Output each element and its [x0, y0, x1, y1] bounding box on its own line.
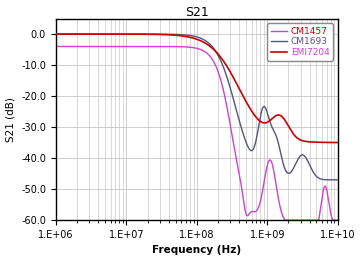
X-axis label: Frequency (Hz): Frequency (Hz) — [152, 245, 241, 256]
CM1693 — [330, 178, 334, 181]
CM1693 — [335, 178, 340, 181]
CM1693 — [174, 33, 178, 36]
CM1693 — [54, 33, 58, 36]
Legend: CM1457, CM1693, EMI7204: CM1457, CM1693, EMI7204 — [268, 23, 333, 61]
EMI7204 — [335, 141, 340, 144]
Line: EMI7204: EMI7204 — [56, 34, 338, 143]
Line: CM1693: CM1693 — [56, 34, 338, 180]
EMI7204 — [330, 141, 334, 144]
CM1457 — [162, 45, 166, 48]
CM1693 — [86, 33, 90, 36]
CM1693 — [103, 33, 107, 36]
EMI7204 — [174, 34, 178, 37]
CM1457 — [103, 45, 107, 48]
CM1457 — [335, 219, 340, 222]
CM1457 — [54, 45, 58, 48]
CM1457 — [300, 219, 304, 222]
CM1457 — [174, 45, 178, 48]
EMI7204 — [54, 33, 58, 36]
CM1457 — [283, 219, 287, 222]
EMI7204 — [162, 33, 166, 36]
Line: CM1457: CM1457 — [56, 46, 338, 220]
CM1693 — [300, 153, 304, 157]
Y-axis label: S21 (dB): S21 (dB) — [5, 97, 16, 142]
EMI7204 — [300, 139, 304, 142]
EMI7204 — [86, 33, 90, 36]
CM1693 — [162, 33, 166, 36]
Title: S21: S21 — [185, 5, 209, 19]
CM1457 — [86, 45, 90, 48]
EMI7204 — [103, 33, 107, 36]
CM1457 — [330, 217, 334, 220]
